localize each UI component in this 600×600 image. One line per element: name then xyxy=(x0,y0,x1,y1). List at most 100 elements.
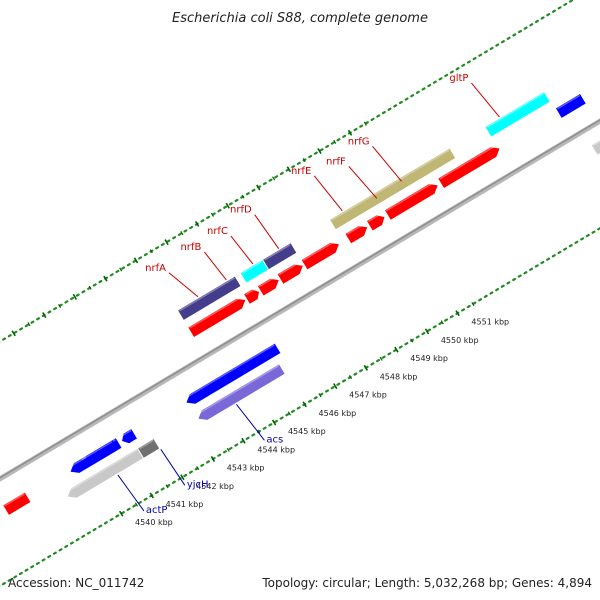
ruler-tick xyxy=(347,129,353,136)
edge-fragment-highlight xyxy=(592,140,600,147)
gene-label: nrfD xyxy=(230,205,252,216)
upper-ruler-dots xyxy=(0,0,575,343)
gene-label: actP xyxy=(146,505,168,516)
ruler-tick xyxy=(225,202,230,209)
nrfE-feature xyxy=(330,148,456,230)
ruler-minor-tick xyxy=(363,121,367,126)
ruler-tick-label: 4545 kbp xyxy=(288,427,326,436)
reverse-cds-arrow xyxy=(186,343,281,404)
ruler-minor-tick xyxy=(379,356,383,361)
ruler-tick xyxy=(317,148,322,155)
gene-label: acs xyxy=(266,434,283,445)
acs-feature-highlight xyxy=(196,365,280,415)
ruler-tick xyxy=(363,364,369,371)
edge-fragment xyxy=(591,140,600,155)
gene-label-leader xyxy=(230,235,254,265)
ruler-tick xyxy=(241,437,246,444)
ruler-minor-tick xyxy=(180,231,184,236)
nrfD-feature-highlight xyxy=(264,244,291,261)
ruler-minor-tick xyxy=(149,249,153,254)
ruler-minor-tick xyxy=(27,322,31,327)
gene-label-leader xyxy=(117,474,145,512)
ruler-minor-tick xyxy=(58,303,62,308)
backbone-line-inner xyxy=(0,119,600,479)
edge-fragment xyxy=(555,94,586,118)
nrfA-feature-highlight xyxy=(179,277,235,312)
forward-cds-arrow xyxy=(385,184,438,220)
gene-label: nrfC xyxy=(207,226,228,237)
ruler-minor-tick xyxy=(257,429,261,434)
forward-cds-arrow xyxy=(367,215,385,231)
gene-label: nrfF xyxy=(326,156,346,167)
ruler-tick-label: 4551 kbp xyxy=(471,318,509,327)
lower-ruler-dots xyxy=(0,226,600,588)
gene-label-leader xyxy=(471,82,500,118)
ruler-minor-tick xyxy=(210,212,214,217)
nrfE-feature-highlight xyxy=(331,149,450,221)
actP-feature xyxy=(67,448,143,498)
ruler-minor-tick xyxy=(410,338,414,343)
ruler-tick xyxy=(72,293,78,300)
ruler-tick xyxy=(333,383,338,390)
edge-fragment-highlight xyxy=(4,493,25,507)
yjcH-feature-highlight xyxy=(139,439,154,450)
ruler-tick xyxy=(286,166,292,173)
ruler-tick xyxy=(455,310,460,317)
ruler-tick xyxy=(256,184,261,191)
ruler-minor-tick xyxy=(349,374,353,380)
ruler-tick xyxy=(180,474,185,481)
gene-label: nrfA xyxy=(145,263,166,274)
ruler-tick-label: 4547 kbp xyxy=(349,391,387,400)
ruler-tick xyxy=(149,492,155,499)
ruler-tick xyxy=(194,220,200,227)
acs-feature xyxy=(198,364,285,420)
forward-cds-arrow-highlight xyxy=(386,181,435,212)
ruler-tick-label: 4549 kbp xyxy=(410,354,448,363)
nrfC-feature-highlight xyxy=(241,260,263,274)
forward-cds-arrow xyxy=(244,289,260,304)
ruler-minor-tick xyxy=(165,484,169,489)
ruler-tick-label: 4548 kbp xyxy=(380,372,418,381)
gene-label-leader xyxy=(372,145,402,182)
forward-cds-arrow-highlight xyxy=(439,144,497,180)
nrfC-feature xyxy=(240,260,268,283)
nrfD-feature xyxy=(263,243,297,270)
gene-label-leader xyxy=(348,166,378,199)
ruler-tick xyxy=(118,510,124,517)
ruler-minor-tick xyxy=(333,139,337,144)
reverse-cds-arrow xyxy=(122,429,137,444)
ruler-minor-tick xyxy=(119,267,123,272)
forward-cds-arrow-highlight xyxy=(302,240,337,261)
ruler-tick-label: 4546 kbp xyxy=(319,409,357,418)
forward-cds-arrow-highlight xyxy=(245,287,257,296)
ruler-tick xyxy=(394,346,399,353)
forward-cds-arrow xyxy=(188,298,246,337)
ruler-minor-tick xyxy=(318,393,322,398)
forward-cds-arrow xyxy=(438,147,500,188)
ruler-tick xyxy=(302,401,307,408)
gene-label: nrfB xyxy=(180,242,201,253)
gene-label: gltP xyxy=(449,73,468,84)
edge-fragment xyxy=(3,492,31,515)
ruler-tick xyxy=(133,257,139,264)
ruler-tick-label: 4541 kbp xyxy=(166,500,204,509)
ruler-tick xyxy=(11,330,16,337)
reverse-cds-arrow-highlight xyxy=(81,441,113,461)
forward-cds-arrow xyxy=(345,226,368,244)
forward-cds-arrow-highlight xyxy=(278,261,301,276)
ruler-tick xyxy=(210,456,216,462)
gene-label: nrfE xyxy=(291,166,311,177)
ruler-minor-tick xyxy=(302,158,306,163)
ruler-minor-tick xyxy=(272,176,276,181)
ruler-minor-tick xyxy=(287,411,291,416)
gltP-feature xyxy=(485,92,550,137)
forward-cds-arrow xyxy=(257,278,279,296)
accession-text: Accession: NC_011742 xyxy=(8,576,144,590)
ruler-tick-label: 4540 kbp xyxy=(135,518,173,527)
ruler-tick xyxy=(42,312,47,319)
ruler-minor-tick xyxy=(134,502,139,507)
forward-cds-arrow-highlight xyxy=(346,223,365,235)
ruler-tick-label: 4542 kbp xyxy=(196,482,234,491)
yjcH-feature xyxy=(138,439,160,458)
gene-label-leader xyxy=(236,403,265,441)
